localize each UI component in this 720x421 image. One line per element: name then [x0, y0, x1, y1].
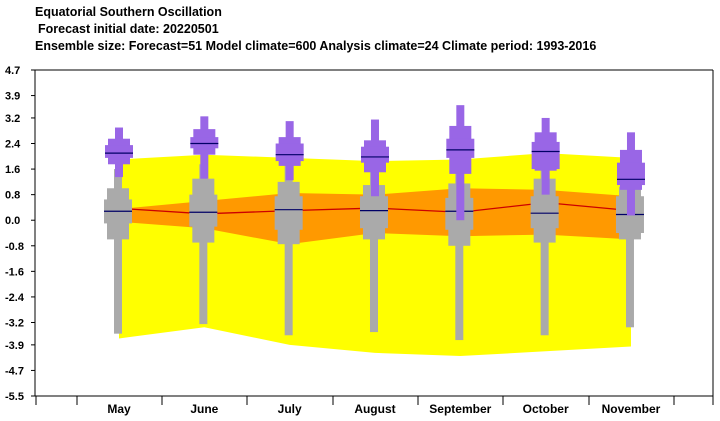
model-climate-july-box [274, 196, 303, 230]
model-climate-may-whisker [114, 169, 122, 334]
model-climate-november-whisker [625, 172, 634, 328]
model-climate-october-whisker [540, 164, 549, 336]
forecast-may-box [105, 145, 133, 158]
x-tick-label: June [190, 402, 218, 416]
model-climate-august-box [359, 196, 388, 229]
box-plots [104, 105, 645, 341]
y-tick-label: -3.2 [5, 317, 24, 329]
model-climate-june-box [189, 194, 218, 227]
y-tick-label: 0.0 [5, 215, 20, 227]
forecast-september-box [446, 138, 475, 158]
forecast-november-box [616, 162, 645, 186]
y-tick-label: 1.6 [5, 164, 20, 176]
y-tick-label: 0.8 [5, 190, 20, 202]
ensemble-info: Ensemble size: Forecast=51 Model climate… [35, 39, 597, 53]
model-climate-july-whisker [284, 161, 293, 336]
y-tick-label: -2.4 [5, 292, 25, 304]
y-tick-label: 3.9 [5, 91, 20, 103]
y-tick-label: -3.9 [5, 340, 24, 352]
model-climate-june-whisker [199, 164, 208, 325]
x-tick-label: November [602, 402, 661, 416]
x-tick-label: August [354, 402, 395, 416]
model-climate-october-box [530, 196, 559, 229]
y-tick-label: 3.2 [5, 113, 20, 125]
y-tick-label: 4.7 [5, 65, 20, 77]
model-climate-august-whisker [369, 170, 378, 333]
y-tick-label: 2.4 [5, 139, 21, 151]
forecast-june-box [190, 137, 219, 149]
model-climate-september-whisker [455, 169, 464, 341]
x-tick-label: July [278, 402, 302, 416]
x-tick-label: May [107, 402, 131, 416]
y-tick-label: -5.5 [5, 391, 24, 403]
forecast-october-box [531, 141, 560, 170]
chart-title: Equatorial Southern Oscillation [35, 5, 222, 19]
x-tick-label: October [523, 402, 569, 416]
y-tick-label: -4.7 [5, 365, 24, 377]
y-tick-label: -0.8 [5, 241, 24, 253]
forecast-date: Forecast initial date: 20220501 [38, 22, 219, 36]
forecast-july-box [275, 143, 304, 162]
forecast-august-box [360, 146, 389, 163]
x-tick-label: September [429, 402, 491, 416]
axes: 4.7 3.9 3.2 2.4 1.6 0.8 0.0 -0.8 -1.6 -2.4 -3.2 -3.… [5, 65, 714, 416]
y-tick-label: -1.6 [5, 266, 24, 278]
